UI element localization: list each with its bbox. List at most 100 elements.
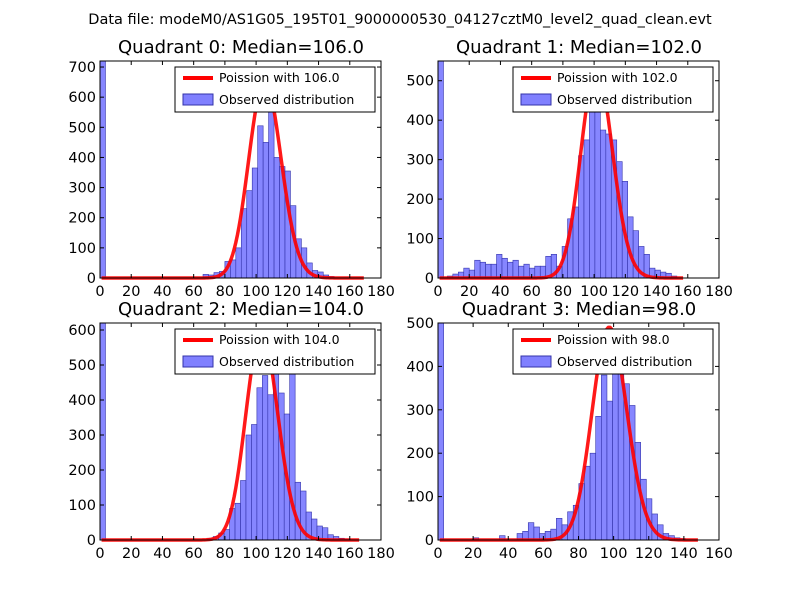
y-tick-label: 400 <box>406 113 434 129</box>
y-tick-label: 500 <box>68 120 96 136</box>
x-tick-label: 80 <box>554 284 572 300</box>
hist-bar <box>479 261 486 279</box>
x-tick-label: 120 <box>635 546 663 562</box>
legend: Poission with 106.0 Observed distributio… <box>174 66 376 113</box>
y-tick-label: 100 <box>68 498 96 514</box>
hist-bar <box>256 387 263 541</box>
x-tick-label: 40 <box>499 546 517 562</box>
y-tick-label: 0 <box>425 271 434 287</box>
hist-bar <box>605 133 612 279</box>
legend-hist-label: Observed distribution <box>219 92 354 107</box>
hist-bar <box>262 142 269 279</box>
hist-bar <box>235 247 242 279</box>
panel-quadrant-1: Quadrant 1: Median=102.0 0 20 40 60 80 100 120… <box>406 37 733 300</box>
hist-bar <box>268 98 275 279</box>
hist-bar <box>273 157 280 279</box>
legend: Poission with 102.0 Observed distributio… <box>512 66 714 113</box>
y-tick-label: 600 <box>68 323 96 339</box>
x-tick-label: 160 <box>336 284 364 300</box>
x-tick-label: 120 <box>273 546 301 562</box>
x-tick-label: 0 <box>433 284 442 300</box>
x-tick-label: 0 <box>433 546 442 562</box>
legend-line-label: Poission with 104.0 <box>219 332 340 347</box>
panel-title: Quadrant 3: Median=98.0 <box>462 299 697 320</box>
legend-line-label: Poission with 106.0 <box>219 70 340 85</box>
y-tick-label: 500 <box>406 74 434 90</box>
hist-bar <box>496 254 503 279</box>
y-tick-label: 300 <box>406 153 434 169</box>
y-tick-label: 200 <box>406 446 434 462</box>
y-tick-label: 500 <box>406 316 434 332</box>
x-tick-label: 60 <box>184 546 202 562</box>
x-tick-label: 60 <box>522 284 540 300</box>
x-tick-label: 180 <box>705 284 733 300</box>
x-tick-label: 0 <box>95 284 104 300</box>
x-tick-label: 160 <box>705 546 733 562</box>
hist-bar <box>99 322 106 541</box>
hist-bar <box>523 263 530 279</box>
panel-quadrant-3: Quadrant 3: Median=98.0 0 20 40 60 80 100 120 1… <box>406 299 733 562</box>
x-tick-label: 40 <box>153 546 171 562</box>
x-tick-label: 20 <box>464 546 482 562</box>
y-tick-label: 300 <box>68 181 96 197</box>
hist-bar <box>490 263 497 279</box>
hist-bar <box>594 96 601 279</box>
panel-title: Quadrant 0: Median=106.0 <box>118 37 364 58</box>
hist-bar <box>589 108 596 279</box>
x-tick-label: 100 <box>242 546 270 562</box>
x-tick-label: 80 <box>216 284 234 300</box>
hist-bar <box>512 259 519 279</box>
hist-bar <box>507 261 514 279</box>
y-tick-label: 0 <box>87 271 96 287</box>
y-tick-label: 100 <box>406 490 434 506</box>
hist-bar <box>240 208 248 279</box>
hist-bar <box>485 263 492 279</box>
hist-bar <box>584 465 591 541</box>
x-tick-label: 20 <box>122 284 140 300</box>
hist-bar <box>437 60 444 279</box>
y-tick-label: 200 <box>406 192 434 208</box>
x-tick-label: 40 <box>491 284 509 300</box>
x-tick-label: 120 <box>273 284 301 300</box>
x-tick-label: 140 <box>305 546 333 562</box>
x-tick-label: 100 <box>600 546 628 562</box>
plot-area: 0 20 40 60 80 100 120 140 160 0 100 200 300 400 500 <box>406 316 733 562</box>
x-tick-label: 60 <box>534 546 552 562</box>
y-tick-label: 600 <box>68 90 96 106</box>
hist-bar <box>527 522 535 541</box>
y-tick-label: 0 <box>87 533 96 549</box>
hist-bar <box>234 502 241 541</box>
x-tick-label: 160 <box>336 546 364 562</box>
y-tick-label: 400 <box>68 150 96 166</box>
hist-bar <box>518 265 525 279</box>
axes-frame <box>99 60 382 279</box>
x-tick-label: 20 <box>122 546 140 562</box>
legend: Poission with 98.0 Observed distribution <box>512 328 714 375</box>
hist-bar <box>606 400 613 541</box>
x-tick-label: 180 <box>367 546 395 562</box>
legend-hist-swatch <box>182 93 214 106</box>
legend-line-label: Poission with 98.0 <box>557 332 670 347</box>
x-tick-label: 80 <box>216 546 234 562</box>
legend-line-label: Poission with 102.0 <box>557 70 678 85</box>
x-tick-label: 100 <box>242 284 270 300</box>
hist-bar <box>601 374 608 541</box>
suptitle: Data file: modeM0/AS1G05_195T01_90000005… <box>88 12 712 28</box>
x-tick-label: 120 <box>611 284 639 300</box>
x-tick-label: 160 <box>674 284 702 300</box>
x-tick-label: 20 <box>460 284 478 300</box>
panel-quadrant-2: Quadrant 2: Median=104.0 0 20 40 60 80 100 120… <box>68 299 395 562</box>
x-tick-label: 180 <box>367 284 395 300</box>
y-tick-label: 400 <box>68 393 96 409</box>
legend-hist-label: Observed distribution <box>557 354 692 369</box>
hist-bar <box>595 416 602 541</box>
x-tick-label: 140 <box>643 284 671 300</box>
axes-frame <box>437 60 720 279</box>
legend-hist-label: Observed distribution <box>557 92 692 107</box>
x-tick-label: 140 <box>670 546 698 562</box>
hist-bar <box>437 322 444 541</box>
y-tick-label: 700 <box>68 60 96 76</box>
hist-bar <box>251 167 258 279</box>
